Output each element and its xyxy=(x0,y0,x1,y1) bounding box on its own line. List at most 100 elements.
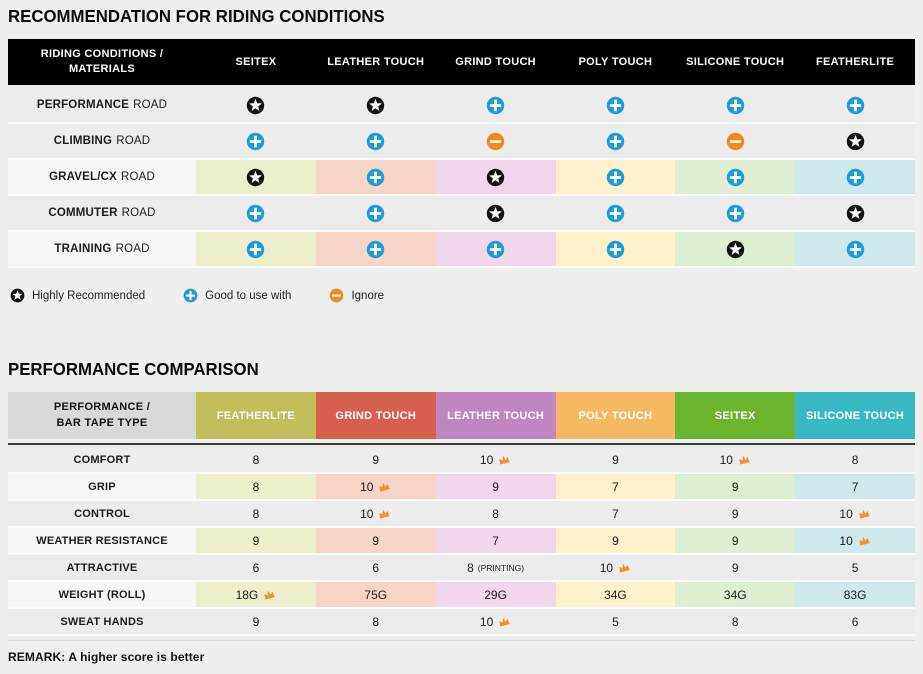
row-label: COMFORT xyxy=(8,447,196,472)
legend-label: Highly Recommended xyxy=(32,289,146,302)
score-value: 7 xyxy=(492,534,499,548)
plus-icon xyxy=(366,240,385,259)
score-value: 8 xyxy=(732,615,739,629)
performance-comparison-title: PERFORMANCE COMPARISON xyxy=(8,359,259,379)
riding-conditions-body: PERFORMANCE ROAD CLIMBING ROAD GRAVEL/CX ROAD… xyxy=(8,88,915,268)
row-label-rest: ROAD xyxy=(121,171,156,183)
plus-icon xyxy=(606,96,625,115)
crown-icon xyxy=(497,453,511,467)
row-label: CONTROL xyxy=(8,501,196,526)
column-header: FEATHERLITE xyxy=(196,392,316,439)
row-label: PERFORMANCE ROAD xyxy=(8,88,196,122)
table-row: CONTROL 8 10 8 7 9 10 xyxy=(8,501,915,528)
column-header: POLY TOUCH xyxy=(555,392,676,439)
score-number: 10 xyxy=(599,560,614,575)
score-cell: 7 xyxy=(555,501,676,526)
score-number: 18G xyxy=(235,587,259,602)
row-label-rest: ROAD xyxy=(133,99,168,111)
column-header: LEATHER TOUCH xyxy=(435,392,556,439)
score-cell: 8 xyxy=(795,447,915,472)
plus-icon xyxy=(183,288,198,303)
score-number: 83G xyxy=(843,587,867,602)
score-value: 10 xyxy=(360,480,391,494)
score-number: 29G xyxy=(484,587,507,602)
score-number: 7 xyxy=(851,479,859,494)
row-label: COMMUTER ROAD xyxy=(8,196,196,230)
minus-icon xyxy=(329,288,344,303)
riding-conditions-title: RECOMMENDATION FOR RIDING CONDITIONS xyxy=(8,6,385,26)
table-row: ATTRACTIVE 6 6 8 (PRINTING) 10 9 5 xyxy=(8,555,915,582)
score-value: 29G xyxy=(484,588,507,602)
score-cell: 9 xyxy=(675,528,796,553)
rating-cell xyxy=(196,88,316,122)
column-header: GRIND TOUCH xyxy=(455,56,536,68)
crown-icon xyxy=(857,507,871,521)
plus-icon xyxy=(366,168,385,187)
score-number: 8 xyxy=(252,506,260,521)
star-icon xyxy=(366,96,385,115)
score-value: 8 xyxy=(852,453,859,467)
score-cell: 6 xyxy=(795,609,915,634)
row-label-bold: COMMUTER xyxy=(48,207,118,219)
score-value: 9 xyxy=(492,480,499,494)
column-header: RIDING CONDITIONS / MATERIALS xyxy=(40,48,164,75)
legend-label: Good to use with xyxy=(205,289,292,302)
row-label: GRAVEL/CX ROAD xyxy=(8,160,196,194)
score-number: 9 xyxy=(492,479,499,494)
score-cell: 29G xyxy=(435,582,556,607)
plus-icon xyxy=(246,204,265,223)
score-number: 10 xyxy=(719,452,733,467)
star-icon xyxy=(726,240,745,259)
score-number: 10 xyxy=(479,614,494,629)
column-header: GRIND TOUCH xyxy=(315,392,436,439)
score-value: 9 xyxy=(732,507,739,521)
score-cell: 8 xyxy=(675,609,796,634)
score-value: 10 xyxy=(480,615,511,629)
score-number: 9 xyxy=(612,533,619,548)
plus-icon xyxy=(366,132,385,151)
score-value: 10 xyxy=(480,453,511,467)
score-cell: 34G xyxy=(555,582,676,607)
rating-cell xyxy=(435,160,556,194)
score-number: 10 xyxy=(839,506,853,521)
score-value: 7 xyxy=(612,480,619,494)
star-icon xyxy=(246,96,265,115)
performance-header-row: PERFORMANCE / BAR TAPE TYPE FEATHERLITE GR… xyxy=(8,392,915,439)
row-label: CLIMBING ROAD xyxy=(8,124,196,158)
score-value: 8 xyxy=(492,507,499,521)
score-number: 7 xyxy=(492,533,499,548)
performance-comparison-table: PERFORMANCE / BAR TAPE TYPE FEATHERLITE GR… xyxy=(8,392,915,636)
score-cell: 5 xyxy=(555,609,676,634)
plus-icon xyxy=(366,204,385,223)
score-cell: 5 xyxy=(795,555,915,580)
score-value: 75G xyxy=(364,588,387,602)
score-number: 8 xyxy=(252,479,260,494)
row-label-rest: ROAD xyxy=(116,135,151,147)
score-number: 7 xyxy=(612,479,619,494)
plus-icon xyxy=(606,132,625,151)
score-cell: 83G xyxy=(795,582,915,607)
column-header: SILICONE TOUCH xyxy=(686,56,785,68)
header-divider xyxy=(8,443,915,445)
plus-icon xyxy=(606,204,625,223)
crown-icon xyxy=(737,453,751,467)
plus-icon xyxy=(246,132,265,151)
score-cell: 9 xyxy=(315,447,436,472)
star-icon xyxy=(486,204,505,223)
score-value: 6 xyxy=(253,561,260,575)
star-icon xyxy=(10,288,25,303)
score-value: 9 xyxy=(732,534,739,548)
score-value: 5 xyxy=(852,561,859,575)
score-value: 9 xyxy=(732,561,739,575)
plus-icon xyxy=(726,96,745,115)
score-value: 6 xyxy=(852,615,859,629)
score-cell: 9 xyxy=(196,609,316,634)
score-cell: 9 xyxy=(315,528,436,553)
table-row: TRAINING ROAD xyxy=(8,232,915,268)
row-label: SWEAT HANDS xyxy=(8,609,196,634)
score-number: 34G xyxy=(604,587,627,602)
score-cell: 8 xyxy=(315,609,436,634)
column-header: SEITEX xyxy=(675,392,796,439)
rating-cell xyxy=(196,232,316,266)
score-number: 34G xyxy=(723,587,747,602)
